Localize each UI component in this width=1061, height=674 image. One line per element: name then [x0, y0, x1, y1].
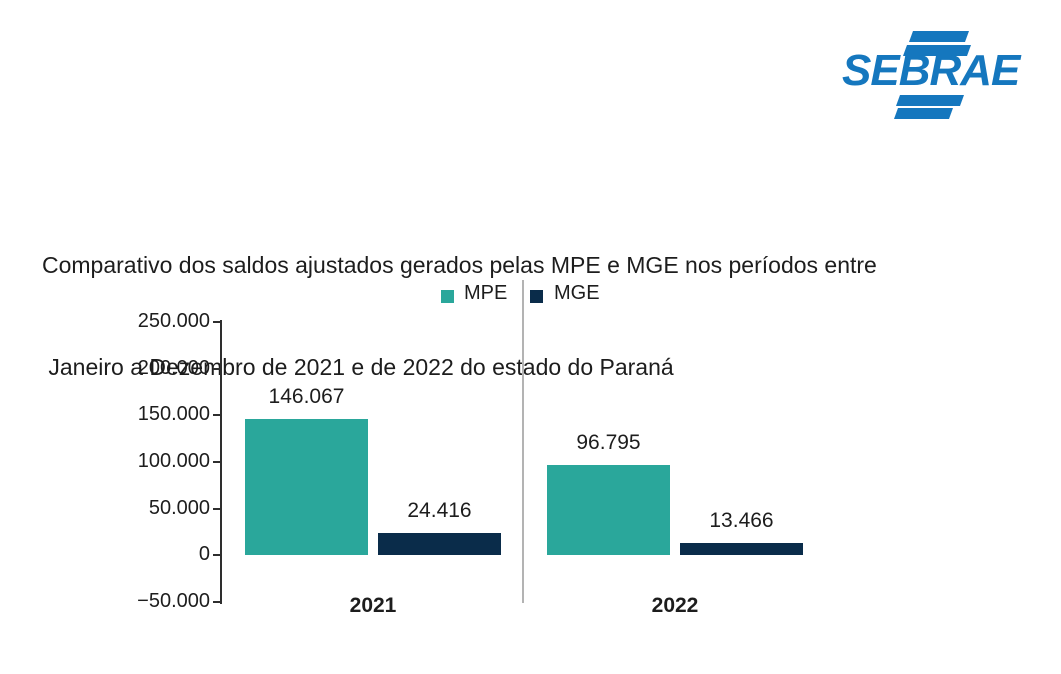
bar-mpe-2022 — [547, 464, 670, 556]
chart-title-line2: Janeiro a Dezembro de 2021 e de 2022 do … — [42, 354, 674, 380]
y-axis-tick-label: 250.000 — [137, 310, 210, 332]
legend-swatch-mge — [530, 290, 543, 303]
x-axis-category-label-2022: 2022 — [651, 594, 699, 617]
y-axis-tick-mark — [213, 367, 220, 370]
y-axis-tick-mark — [213, 554, 220, 557]
logo-stripe-icon — [908, 31, 970, 42]
y-axis-tick-label: 200.000 — [137, 356, 210, 379]
y-axis-tick-label: −50.000 — [137, 590, 210, 612]
bar-value-label-mpe-2021: 146.067 — [268, 385, 345, 408]
chart-title-line1: Comparativo dos saldos ajustados gerados… — [42, 252, 877, 278]
bar-value-label-mpe-2022: 96.795 — [576, 430, 641, 454]
bar-value-label-mge-2021: 24.416 — [407, 498, 472, 522]
logo-stripe-icon — [895, 95, 965, 106]
sebrae-logo-text: SEBRAE — [842, 46, 1020, 95]
y-axis-tick-mark — [213, 601, 220, 603]
y-axis-tick-label: 50.000 — [148, 496, 210, 519]
y-axis-line — [220, 320, 222, 604]
y-axis-tick-mark — [213, 507, 220, 510]
y-axis-tick-mark — [213, 321, 220, 323]
bar-mge-2022 — [680, 542, 803, 556]
y-axis-tick-label: 150.000 — [137, 403, 210, 426]
legend-swatch-mpe — [441, 290, 454, 303]
sebrae-logo: SEBRAE — [840, 20, 1040, 125]
logo-stripe-icon — [893, 108, 954, 119]
legend-label-mpe: MPE — [464, 282, 508, 304]
bar-mpe-2021 — [245, 419, 368, 556]
chart-title: Comparativo dos saldos ajustados gerados… — [42, 180, 1042, 452]
bar-value-label-mge-2022: 13.466 — [709, 508, 774, 532]
bar-mge-2021 — [378, 532, 501, 556]
y-axis-tick-label: 100.000 — [137, 450, 210, 472]
y-axis-tick-label: 0 — [198, 543, 210, 566]
x-axis-category-label-2021: 2021 — [349, 594, 397, 617]
y-axis-tick-mark — [213, 414, 220, 417]
panel-separator-line — [522, 280, 524, 603]
y-axis-tick-mark — [213, 461, 220, 463]
legend-label-mge: MGE — [554, 282, 600, 304]
